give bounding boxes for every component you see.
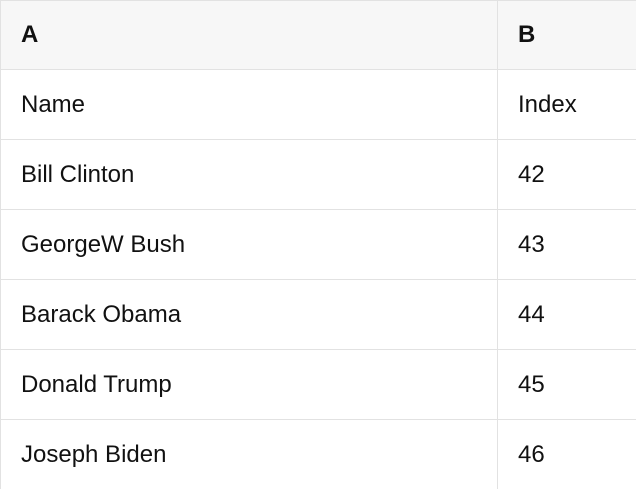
table-row: Barack Obama 44: [0, 279, 636, 350]
cell-A3[interactable]: GeorgeW Bush: [0, 209, 498, 280]
table-row: Donald Trump 45: [0, 349, 636, 420]
table-row: Bill Clinton 42: [0, 139, 636, 210]
cell-B5[interactable]: 45: [497, 349, 636, 420]
table-body: Name Index Bill Clinton 42 GeorgeW Bush 43 Bar…: [0, 69, 636, 489]
cell-A1[interactable]: Name: [0, 69, 498, 140]
cell-A5[interactable]: Donald Trump: [0, 349, 498, 420]
cell-A2[interactable]: Bill Clinton: [0, 139, 498, 210]
table-row: Joseph Biden 46: [0, 419, 636, 489]
column-header-b[interactable]: B: [497, 0, 636, 70]
cell-A4[interactable]: Barack Obama: [0, 279, 498, 350]
cell-B6[interactable]: 46: [497, 419, 636, 489]
column-header-row: A B: [0, 0, 636, 70]
column-header-a[interactable]: A: [0, 0, 498, 70]
cell-A6[interactable]: Joseph Biden: [0, 419, 498, 489]
cell-B3[interactable]: 43: [497, 209, 636, 280]
table-row: Name Index: [0, 69, 636, 140]
cell-B1[interactable]: Index: [497, 69, 636, 140]
cell-B4[interactable]: 44: [497, 279, 636, 350]
table-row: GeorgeW Bush 43: [0, 209, 636, 280]
cell-B2[interactable]: 42: [497, 139, 636, 210]
